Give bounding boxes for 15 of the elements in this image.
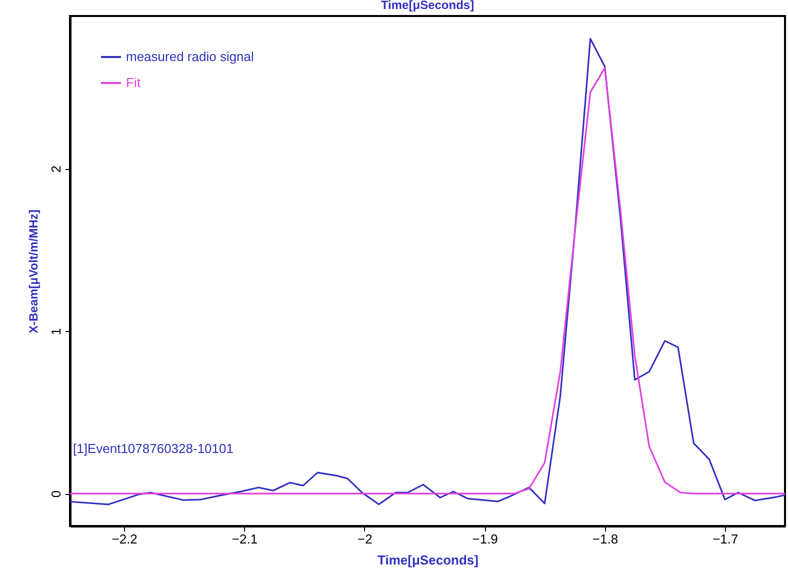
x-tick-label: −2.1: [232, 532, 258, 546]
x-tick-label: −2: [358, 532, 372, 546]
chart-title: Time[μSeconds]: [380, 0, 474, 12]
x-tick-label: −2.2: [112, 532, 138, 546]
y-tick-label: 0: [48, 490, 64, 498]
x-tick-label: −1.7: [712, 532, 738, 546]
x-tick-label: −1.8: [592, 532, 618, 546]
y-axis-title: X-Beam[μVolt/m/MHz]: [26, 210, 40, 334]
x-tick-label: −1.9: [472, 532, 498, 546]
legend-label: Fit: [126, 75, 141, 90]
legend-label: measured radio signal: [126, 49, 254, 64]
x-axis-title: Time[μSeconds]: [378, 552, 478, 568]
y-tick-label: 2: [48, 166, 64, 173]
y-tick-label: 1: [48, 328, 64, 336]
annotation: [1]Event1078760328-10101: [73, 441, 234, 456]
